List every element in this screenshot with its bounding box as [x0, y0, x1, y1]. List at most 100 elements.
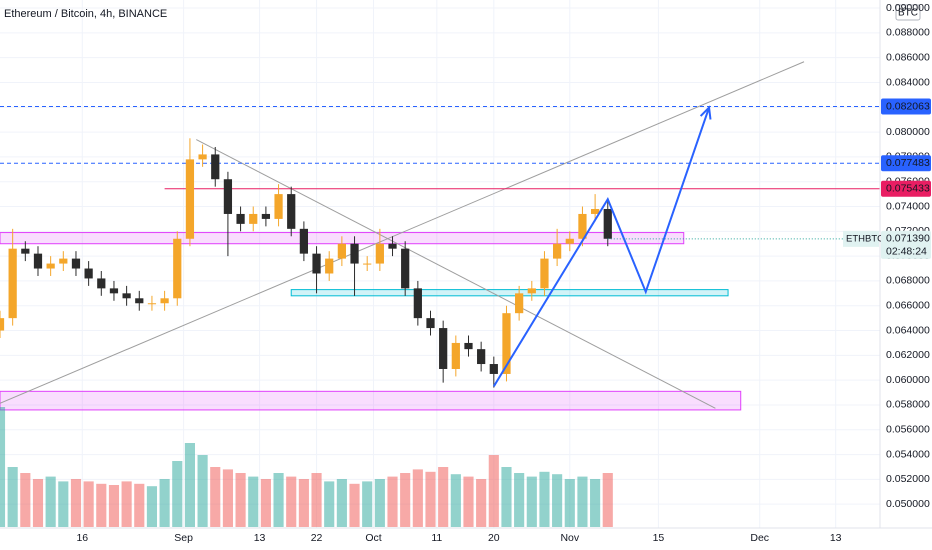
candle-body — [540, 258, 549, 289]
volume-bar — [159, 479, 170, 527]
countdown: 02:48:24 — [886, 246, 927, 258]
x-tick-label: Dec — [750, 532, 769, 544]
volume-bar — [602, 473, 613, 527]
candle-body — [84, 268, 93, 279]
volume-bar — [273, 473, 284, 527]
y-tick-label: 0.086000 — [886, 51, 930, 63]
volume-bar — [501, 467, 512, 527]
volume-bar — [349, 483, 360, 527]
candle-body — [299, 228, 308, 254]
candle-body — [337, 243, 346, 259]
candle-body — [261, 213, 271, 219]
candle-body — [464, 342, 473, 350]
volume-bar — [96, 483, 107, 527]
y-tick-label: 0.066000 — [886, 300, 930, 312]
x-tick-label: 11 — [431, 532, 442, 544]
y-tick-label: 0.058000 — [886, 399, 930, 411]
candle-body — [325, 258, 334, 274]
candle-body — [135, 298, 144, 304]
candle-body — [122, 293, 131, 299]
candle-body — [489, 364, 498, 374]
candle-body — [515, 293, 524, 314]
volume-bar — [514, 473, 525, 527]
volume-bar — [121, 481, 132, 527]
volume-bar — [387, 476, 398, 527]
candle-body — [8, 248, 17, 319]
candle-body — [46, 263, 55, 269]
symbol-label: ETHBTC — [846, 233, 884, 244]
symbol-tag — [843, 230, 879, 247]
volume-bar — [83, 481, 94, 527]
x-tick-label: 15 — [653, 532, 665, 544]
y-tick-label: 0.064000 — [886, 324, 930, 336]
volume-bar — [0, 407, 6, 527]
volume-bar — [235, 473, 246, 527]
volume-bar — [20, 473, 31, 527]
currency-box — [895, 4, 921, 21]
zone — [290, 289, 729, 297]
candle-body — [477, 349, 486, 365]
candle-body — [553, 243, 562, 259]
level-label: 0.077483 — [886, 157, 930, 169]
x-tick-label: 13 — [254, 532, 266, 544]
candle-body — [287, 194, 296, 229]
candle-body — [198, 154, 207, 160]
trend-line — [0, 61, 805, 404]
volume-bar — [146, 486, 158, 527]
y-tick-label: 0.050000 — [886, 498, 930, 510]
candle-body — [185, 159, 195, 239]
candle-body — [375, 243, 384, 264]
candle-body — [578, 213, 587, 239]
projection-path — [492, 107, 711, 387]
volume-bar — [298, 479, 309, 527]
candle-body — [59, 258, 68, 264]
arrow-head — [699, 105, 712, 120]
candle-body — [109, 288, 119, 294]
volume-bar — [222, 469, 233, 527]
volume-bar — [400, 473, 411, 527]
chart-title: Ethereum / Bitcoin, 4h, BINANCE — [4, 8, 167, 20]
candle-body — [502, 313, 511, 374]
volume-bar — [564, 479, 575, 527]
candle-body — [439, 328, 448, 369]
y-tick-label: 0.052000 — [886, 473, 930, 485]
x-tick-label: Nov — [560, 532, 579, 544]
zone — [0, 390, 742, 411]
y-tick-label: 0.074000 — [886, 200, 930, 212]
candle-body — [236, 213, 245, 224]
volume-bar — [134, 483, 145, 527]
y-tick-label: 0.080000 — [886, 126, 930, 138]
volume-bar — [577, 476, 588, 527]
candle-body — [0, 318, 5, 331]
y-tick-label: 0.068000 — [886, 275, 930, 287]
candle-body — [274, 194, 283, 219]
last-price-label: 0.071390 — [886, 233, 930, 245]
volume-bar — [260, 479, 271, 527]
volume-bar — [412, 469, 423, 527]
level-tag — [881, 155, 931, 172]
volume-bar — [70, 479, 82, 527]
candle-body — [603, 208, 612, 239]
x-tick-label: Sep — [174, 532, 193, 544]
candle-body — [97, 278, 106, 289]
candle-body — [413, 288, 422, 319]
candle-body — [350, 243, 359, 264]
candle-body — [33, 253, 43, 269]
volume-bar — [374, 479, 385, 527]
candle-body — [527, 288, 536, 294]
volume-bar — [463, 476, 474, 527]
x-tick-label: 16 — [76, 532, 88, 544]
y-tick-label: 0.056000 — [886, 424, 930, 436]
volume-bar — [248, 476, 259, 527]
volume-bar — [488, 455, 499, 527]
volume-bar — [45, 476, 56, 527]
candle-body — [590, 208, 600, 214]
candle-body — [401, 248, 410, 289]
level-tag — [881, 98, 931, 115]
volume-bar — [58, 481, 69, 527]
x-tick-label: 13 — [830, 532, 842, 544]
volume-bar — [324, 481, 335, 527]
x-tick-label: 22 — [311, 532, 323, 544]
candle-body — [565, 238, 574, 244]
